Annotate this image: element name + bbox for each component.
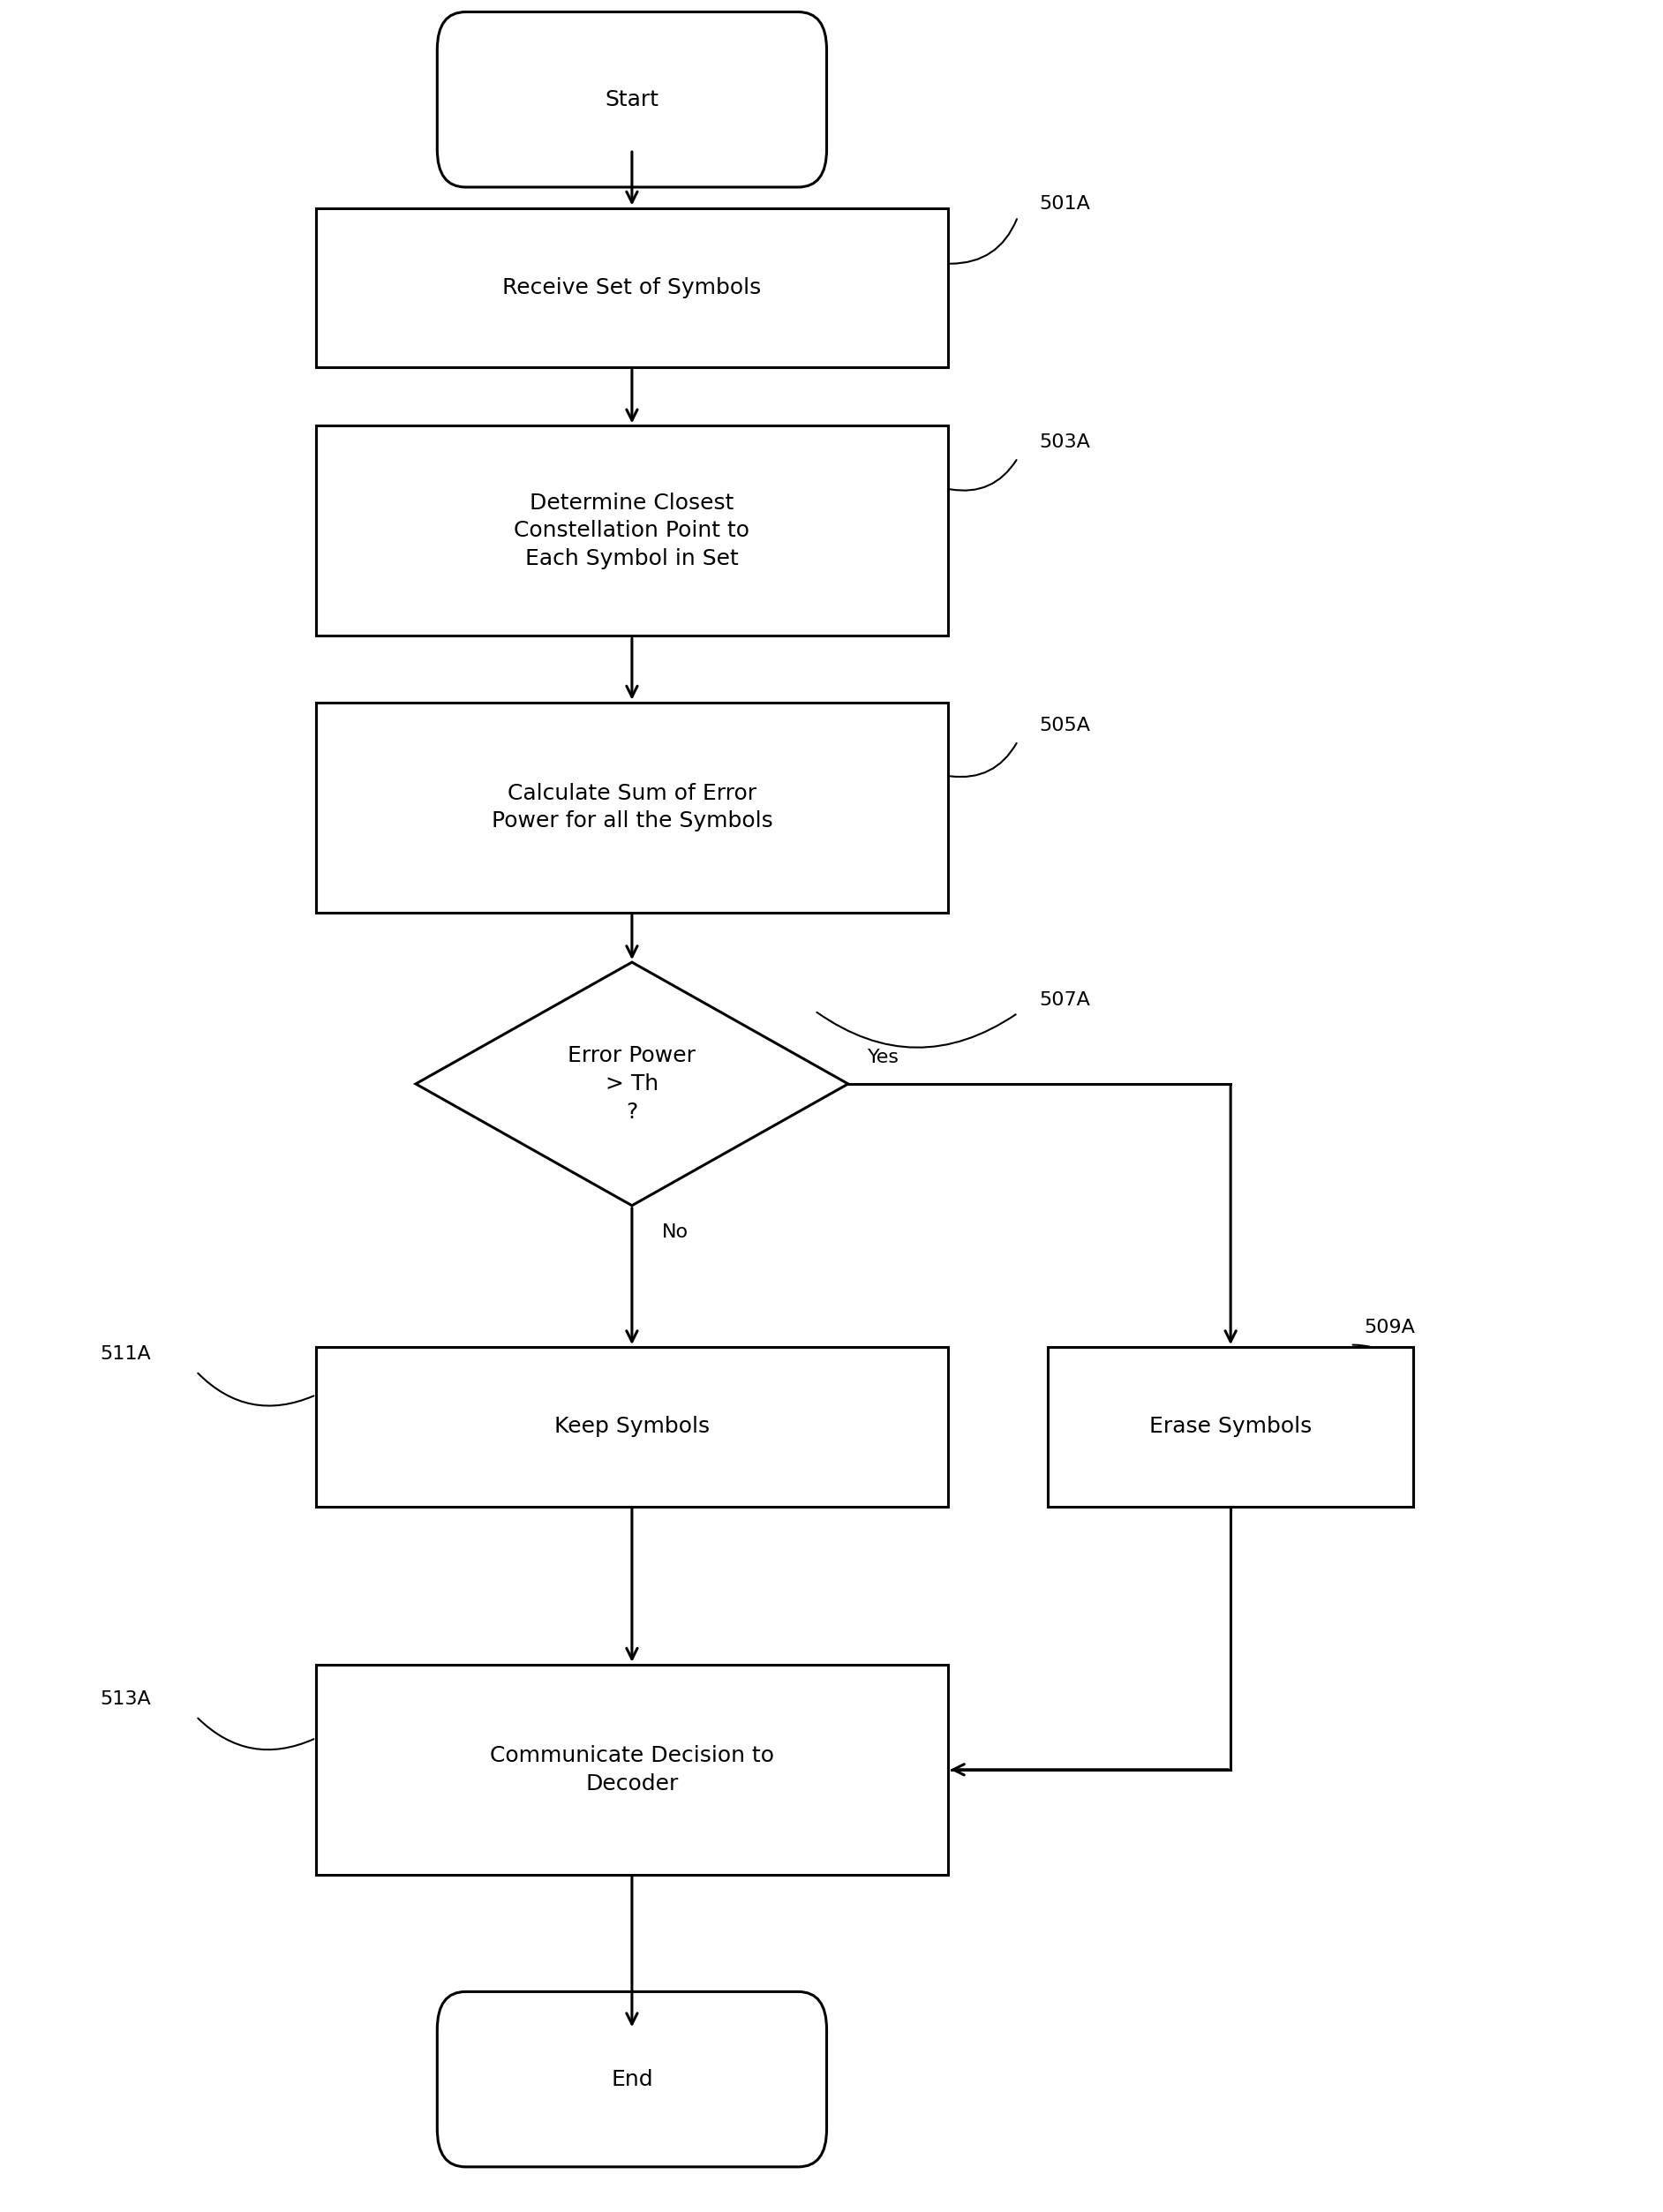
Text: Receive Set of Symbols: Receive Set of Symbols — [502, 276, 762, 299]
FancyBboxPatch shape — [437, 1991, 827, 2168]
Text: 503A: 503A — [1039, 434, 1091, 451]
FancyBboxPatch shape — [437, 11, 827, 188]
Text: Error Power
> Th
?: Error Power > Th ? — [569, 1046, 695, 1121]
Text: Erase Symbols: Erase Symbols — [1149, 1416, 1312, 1438]
Text: 513A: 513A — [100, 1690, 151, 1708]
Polygon shape — [416, 962, 848, 1206]
Text: Keep Symbols: Keep Symbols — [554, 1416, 710, 1438]
Text: 507A: 507A — [1039, 991, 1091, 1009]
Text: 501A: 501A — [1039, 195, 1091, 212]
Text: Yes: Yes — [868, 1048, 900, 1066]
Bar — [316, 703, 948, 911]
Bar — [316, 425, 948, 637]
Text: 505A: 505A — [1039, 717, 1091, 734]
Text: 511A: 511A — [100, 1345, 151, 1363]
Text: No: No — [662, 1223, 688, 1241]
Bar — [316, 1663, 948, 1874]
Text: End: End — [610, 2068, 654, 2090]
Text: Calculate Sum of Error
Power for all the Symbols: Calculate Sum of Error Power for all the… — [491, 783, 773, 832]
Text: Communicate Decision to
Decoder: Communicate Decision to Decoder — [491, 1745, 773, 1794]
Text: Start: Start — [605, 88, 659, 111]
Bar — [1048, 1347, 1414, 1506]
Text: 509A: 509A — [1364, 1318, 1415, 1336]
Bar — [316, 1347, 948, 1506]
Text: Determine Closest
Constellation Point to
Each Symbol in Set: Determine Closest Constellation Point to… — [514, 493, 750, 568]
Bar — [316, 208, 948, 367]
